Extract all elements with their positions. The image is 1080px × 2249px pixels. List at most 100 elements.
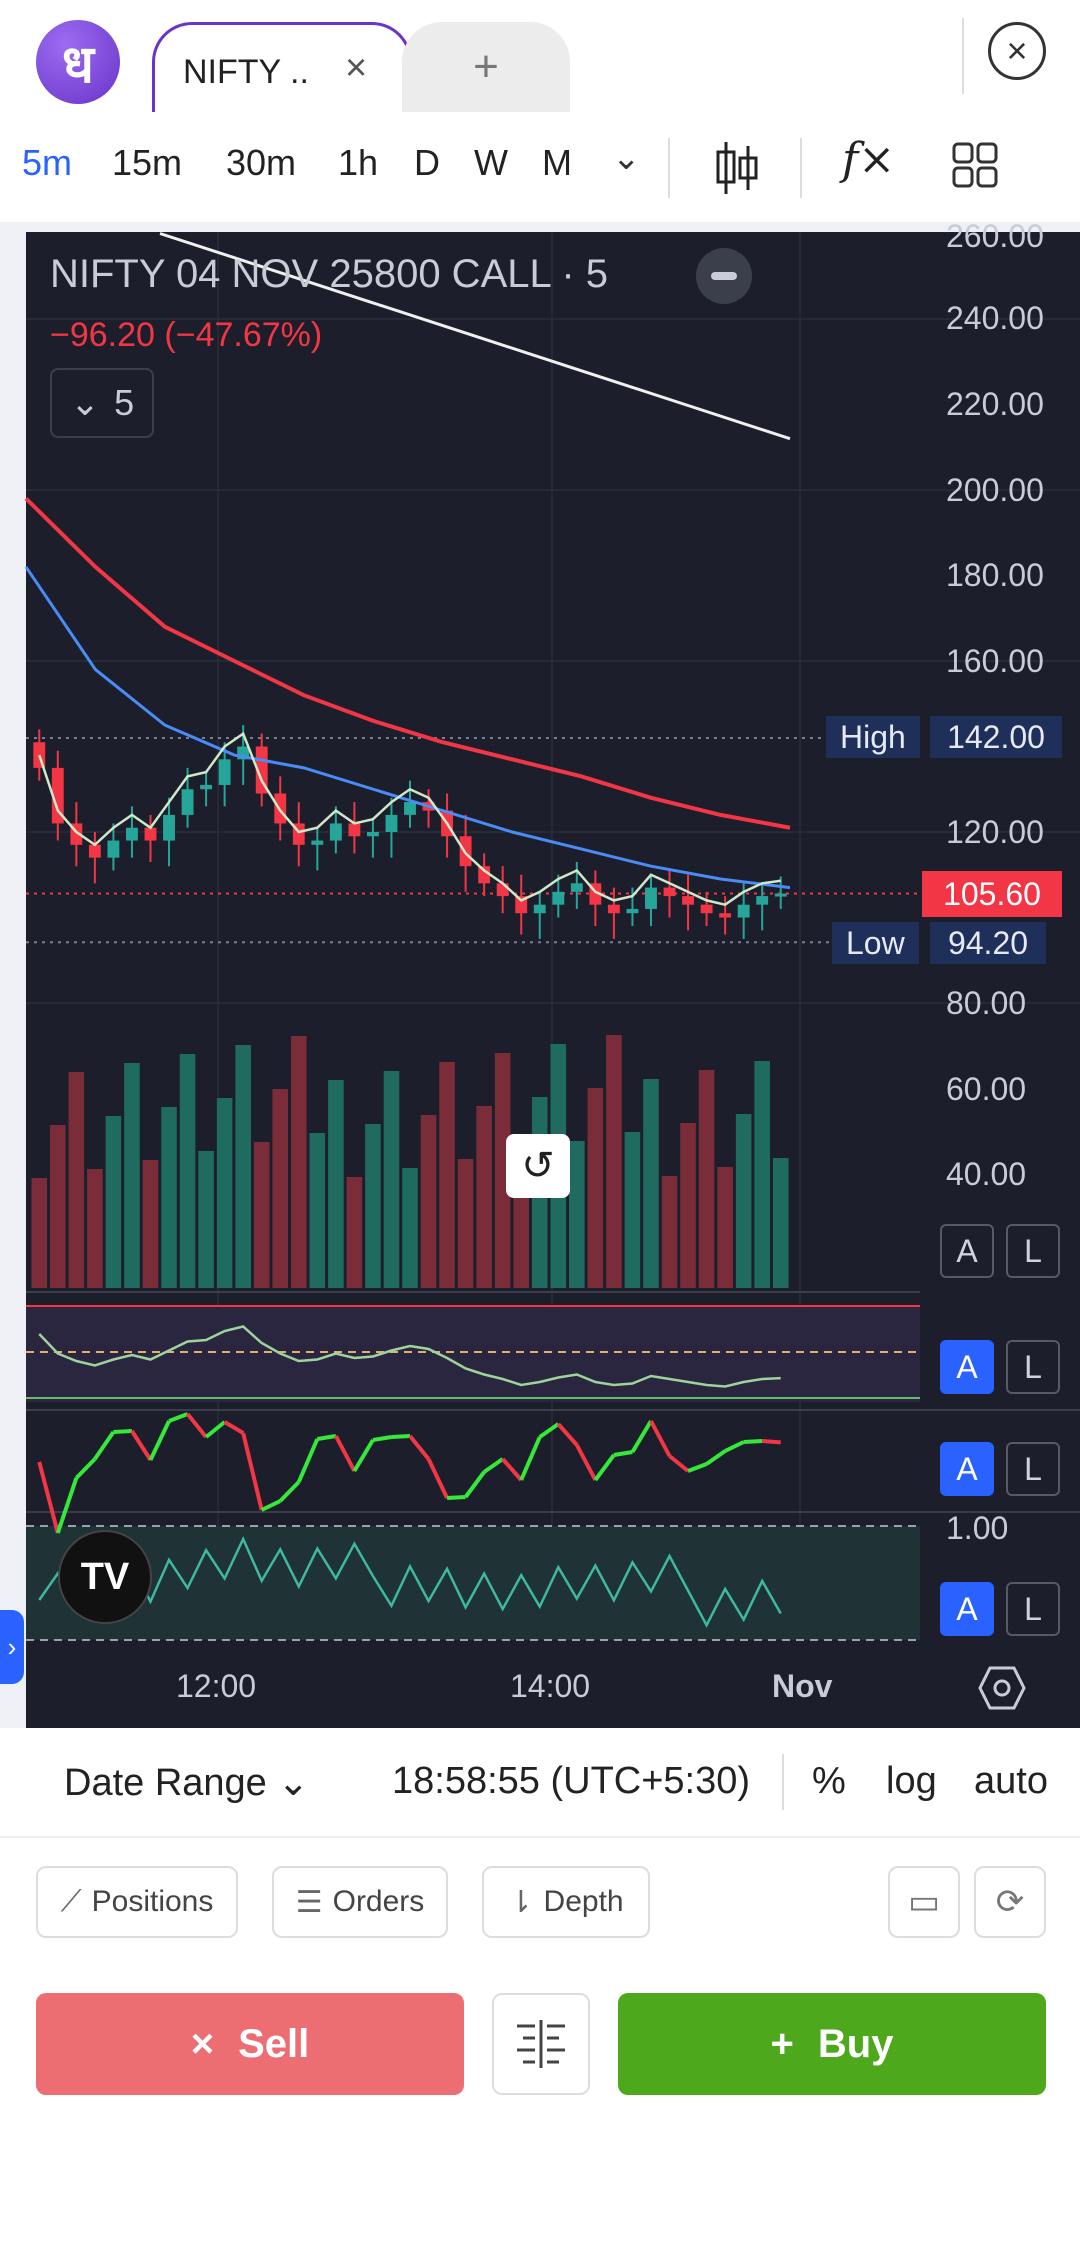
tab-bar: ध NIFTY .. × + × <box>0 0 1080 112</box>
rsi-line <box>38 1325 781 1388</box>
chevron-down-icon[interactable]: ⌄ <box>612 139 641 177</box>
orders-label: Orders <box>332 1885 425 1918</box>
hide-legend-button[interactable] <box>696 248 752 304</box>
oscillator-segment <box>352 1438 375 1473</box>
candle-body <box>348 823 361 837</box>
sell-button[interactable]: × Sell <box>36 1993 464 2095</box>
auto-scale-button[interactable]: A <box>940 1582 994 1636</box>
close-tab-icon[interactable]: × <box>345 47 368 89</box>
volume-bar <box>606 1035 622 1288</box>
divider <box>800 138 802 198</box>
refresh-icon[interactable]: ⟳ <box>974 1866 1046 1938</box>
volume-bar <box>476 1106 492 1288</box>
positions-label: Positions <box>91 1885 214 1918</box>
auto-scale-button[interactable]: A <box>940 1442 994 1496</box>
timeframe-15m[interactable]: 15m <box>112 142 183 183</box>
depth-button[interactable]: ⇂ Depth <box>482 1866 650 1938</box>
layout-icon[interactable]: ▭ <box>888 1866 960 1938</box>
log-scale-button[interactable]: L <box>1006 1340 1060 1394</box>
layout-grid-icon[interactable] <box>952 142 998 188</box>
volume-bar <box>569 1141 585 1288</box>
orders-button[interactable]: ☰ Orders <box>272 1866 448 1938</box>
reset-chart-icon[interactable]: ↺ <box>506 1134 570 1198</box>
chart-area[interactable] <box>0 222 1080 1728</box>
timeframe-d[interactable]: D <box>414 142 440 183</box>
oscillator-segment <box>391 1434 411 1439</box>
timeframe-w[interactable]: W <box>474 142 508 183</box>
volume-bar <box>365 1124 381 1288</box>
log-scale-button[interactable]: L <box>1006 1582 1060 1636</box>
volume-bar <box>494 1053 511 1288</box>
candle-body <box>200 784 213 790</box>
timeframe-m[interactable]: M <box>542 142 572 183</box>
tab-label: NIFTY .. <box>183 53 309 91</box>
log-scale-button[interactable]: L <box>1006 1442 1060 1496</box>
volume-bar <box>105 1116 122 1288</box>
volume-bar <box>198 1151 214 1288</box>
oscillator-segment <box>501 1457 523 1482</box>
oscillator-segment <box>93 1430 116 1461</box>
oscillator-segment <box>556 1422 579 1447</box>
settings-icon[interactable] <box>978 1664 1026 1712</box>
oscillator-segment <box>148 1420 171 1461</box>
legend-collapse-button[interactable]: ⌄ 5 <box>50 368 154 438</box>
rsi-band <box>26 1306 920 1402</box>
candle-body <box>478 866 491 884</box>
volume-bar <box>216 1098 233 1288</box>
depth-label: Depth <box>543 1885 624 1918</box>
divider <box>668 138 670 198</box>
volume-bar <box>735 1114 752 1288</box>
auto-scale-button[interactable]: A <box>940 1340 994 1394</box>
indicators-icon[interactable]: f× <box>842 134 896 185</box>
new-tab-button[interactable]: + <box>402 22 570 112</box>
oscillator-segment <box>446 1495 466 1500</box>
auto-scale-button[interactable]: A <box>940 1224 994 1278</box>
option-chain-button[interactable] <box>492 1993 590 2095</box>
volume-bar <box>661 1176 678 1288</box>
buy-button[interactable]: + Buy <box>618 1993 1046 2095</box>
divider <box>962 18 964 94</box>
price-chart[interactable] <box>0 0 1080 1728</box>
divider <box>782 1754 784 1810</box>
candle-body <box>311 840 324 845</box>
price-axis-label: 240.00 <box>946 300 1044 336</box>
oscillator-segment <box>278 1480 301 1503</box>
timeframe-1h[interactable]: 1h <box>338 142 379 183</box>
price-axis-label: 200.00 <box>946 472 1044 508</box>
oscillator-segment <box>113 1429 133 1434</box>
volume-bar <box>124 1063 140 1288</box>
oscillator-segment <box>613 1450 633 1457</box>
candle-body <box>700 904 713 914</box>
volume-bar <box>272 1089 289 1288</box>
oscillator-segment <box>204 1420 226 1439</box>
candle-body <box>645 887 657 909</box>
positions-button[interactable]: ⟋ Positions <box>36 1866 238 1938</box>
timeframe-30m[interactable]: 30m <box>226 142 297 183</box>
plus-icon: + <box>770 2021 794 2066</box>
candle-body <box>163 814 175 841</box>
date-range-button[interactable]: Date Range ⌄ <box>64 1760 309 1805</box>
tradingview-logo[interactable]: TV <box>58 1530 152 1624</box>
chart-panel[interactable] <box>26 232 1080 1728</box>
trend-line-icon: ⟋ <box>60 1885 82 1918</box>
candle-body <box>774 893 787 897</box>
chevron-right-icon[interactable]: › <box>0 1610 24 1684</box>
buy-label: Buy <box>817 2021 894 2066</box>
close-icon[interactable]: × <box>988 22 1046 80</box>
candle-body <box>385 814 398 832</box>
time-axis-label: Nov <box>772 1668 833 1704</box>
chevron-down-icon: ⌄ <box>277 1762 310 1804</box>
sort-icon: ⇂ <box>508 1885 534 1919</box>
time-axis-label: 12:00 <box>176 1668 257 1704</box>
log-toggle[interactable]: log <box>886 1760 937 1802</box>
candlestick-icon[interactable] <box>712 138 762 198</box>
percent-toggle[interactable]: % <box>812 1760 846 1802</box>
app-logo[interactable]: ध <box>36 20 120 104</box>
moving-average-line <box>159 232 791 441</box>
timeframe-5m[interactable]: 5m <box>22 142 73 183</box>
oscillator-segment <box>762 1439 781 1445</box>
oscillator-segment <box>334 1435 357 1472</box>
candle-body <box>737 904 750 918</box>
log-scale-button[interactable]: L <box>1006 1224 1060 1278</box>
auto-toggle[interactable]: auto <box>974 1760 1048 1802</box>
